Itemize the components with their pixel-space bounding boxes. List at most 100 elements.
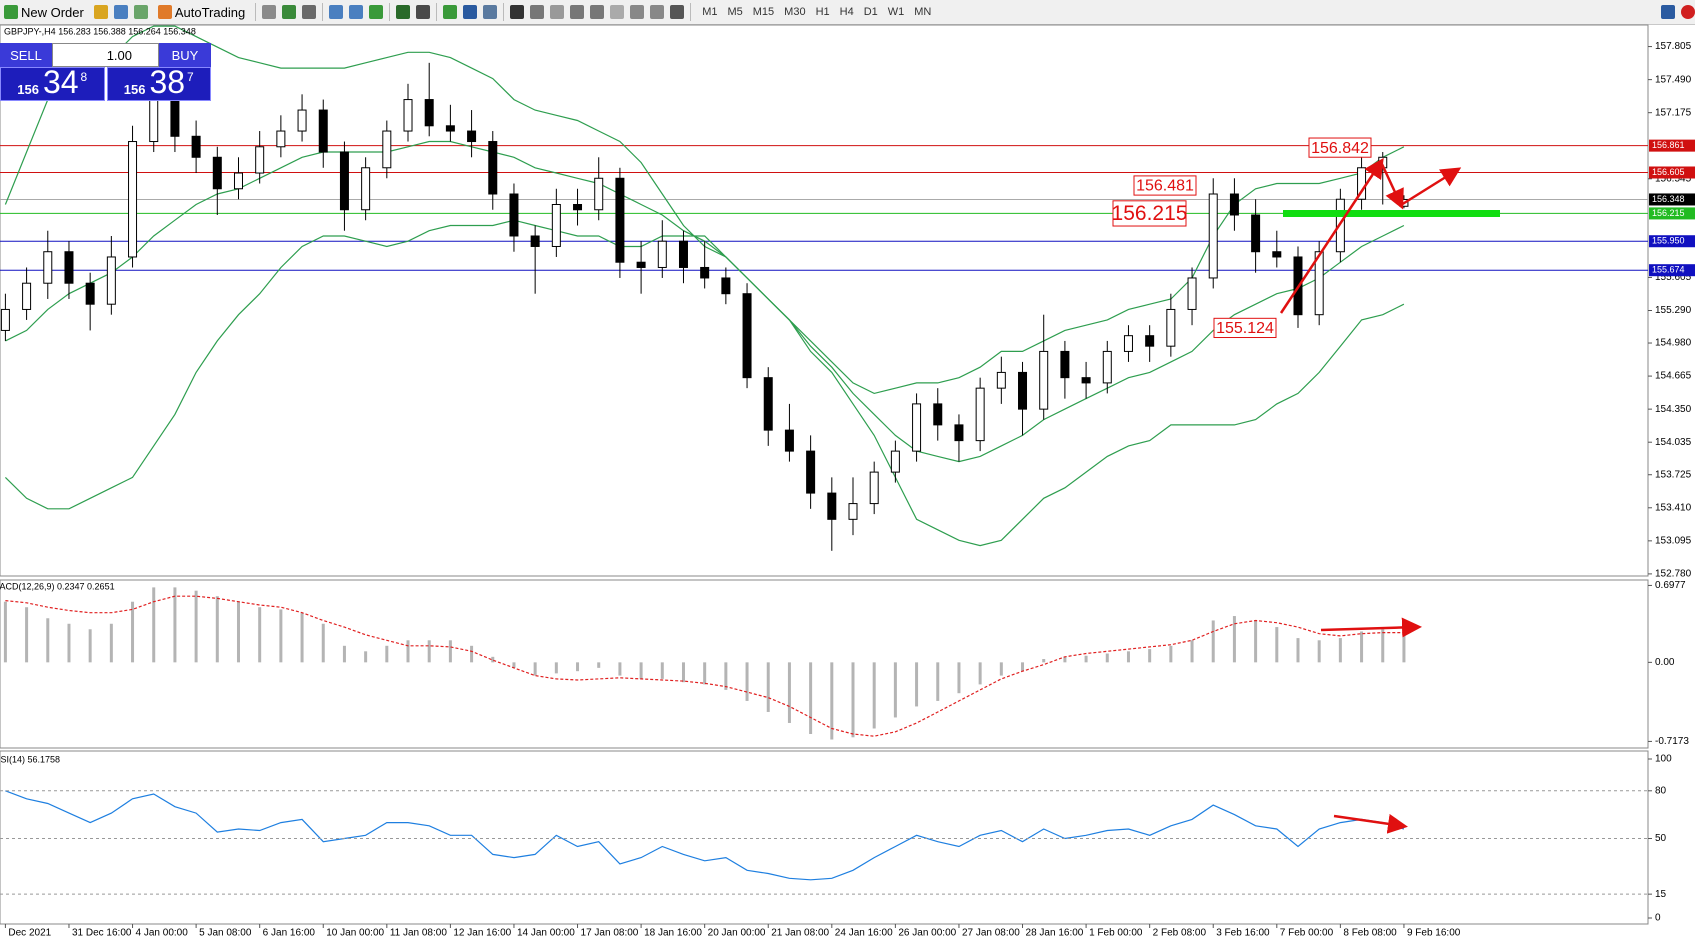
candle-body bbox=[106, 256, 116, 305]
autotrading-label: AutoTrading bbox=[174, 4, 246, 20]
candle-body bbox=[191, 135, 201, 158]
candle-body bbox=[1123, 335, 1133, 352]
y-tick-label: 157.490 bbox=[1655, 74, 1692, 85]
candle-body bbox=[954, 424, 964, 442]
macd-bar bbox=[978, 662, 982, 685]
ask-big: 156 bbox=[123, 82, 146, 97]
arrow bbox=[1320, 617, 1422, 638]
icon[interactable] bbox=[463, 5, 478, 19]
period-button[interactable]: D1 bbox=[863, 6, 878, 18]
bid-price[interactable]: 156 34 8 bbox=[0, 66, 105, 101]
icon[interactable] bbox=[610, 5, 625, 19]
y-tick-label: 155.290 bbox=[1655, 305, 1692, 316]
macd-bar bbox=[512, 662, 516, 668]
icon[interactable] bbox=[349, 5, 364, 19]
icon[interactable] bbox=[530, 5, 545, 19]
period-button[interactable]: M30 bbox=[784, 6, 806, 18]
macd-bar bbox=[893, 662, 897, 718]
candle-body bbox=[297, 109, 307, 132]
y-tick-label: 157.805 bbox=[1655, 41, 1692, 52]
candle-body bbox=[1145, 335, 1155, 347]
y-tick-label: -0.7173 bbox=[1655, 736, 1689, 747]
lot-input[interactable]: 1.00 bbox=[52, 43, 159, 67]
price-level-label: 155.674 bbox=[1652, 265, 1685, 275]
candle-body bbox=[318, 109, 328, 153]
icon[interactable] bbox=[329, 5, 344, 19]
macd-bar bbox=[109, 623, 113, 663]
search-icon[interactable] bbox=[1661, 5, 1675, 19]
macd-bar bbox=[830, 662, 834, 740]
macd-frame bbox=[0, 579, 1649, 749]
y-tick-label: 50 bbox=[1655, 833, 1667, 844]
alert-icon[interactable] bbox=[1681, 5, 1695, 19]
candle-body bbox=[530, 235, 540, 247]
icon[interactable] bbox=[113, 5, 128, 19]
icon[interactable] bbox=[550, 5, 565, 19]
macd-bar bbox=[194, 590, 198, 663]
x-tick-label: 7 Feb 00:00 bbox=[1280, 928, 1334, 939]
y-tick-label: 154.665 bbox=[1655, 371, 1692, 382]
period-button[interactable]: M15 bbox=[752, 6, 775, 18]
price-level-label: 155.950 bbox=[1652, 236, 1685, 246]
period-button[interactable]: M1 bbox=[702, 6, 718, 18]
y-tick-label: 80 bbox=[1655, 785, 1667, 796]
new-order-button[interactable]: New Order bbox=[0, 5, 88, 20]
icon[interactable] bbox=[443, 5, 458, 19]
macd-bar bbox=[173, 587, 177, 663]
x-tick-label: 26 Jan 00:00 bbox=[898, 928, 956, 939]
icon[interactable] bbox=[510, 5, 525, 19]
icon[interactable] bbox=[262, 5, 277, 19]
macd-bar bbox=[25, 607, 29, 663]
icon[interactable] bbox=[416, 5, 431, 19]
macd-bar bbox=[215, 596, 219, 663]
autotrading-button[interactable]: AutoTrading bbox=[154, 5, 249, 20]
macd-bar bbox=[236, 601, 240, 663]
price-level-label: 156.215 bbox=[1652, 208, 1685, 218]
y-tick-label: 157.175 bbox=[1655, 107, 1692, 118]
candle-body bbox=[975, 387, 985, 442]
candle-body bbox=[1251, 214, 1261, 253]
period-button[interactable]: H1 bbox=[815, 6, 830, 18]
buy-button[interactable]: BUY bbox=[159, 43, 211, 67]
icon[interactable] bbox=[133, 5, 148, 19]
macd-bar bbox=[1169, 645, 1173, 663]
period-button[interactable]: M5 bbox=[727, 6, 743, 18]
period-button[interactable]: W1 bbox=[887, 6, 905, 18]
macd-bar bbox=[67, 623, 71, 663]
ask-pips: 38 bbox=[149, 64, 186, 100]
icon[interactable] bbox=[302, 5, 317, 19]
icon[interactable] bbox=[670, 5, 685, 19]
period-button[interactable]: H4 bbox=[839, 6, 854, 18]
candle-body bbox=[806, 450, 816, 494]
ask-price[interactable]: 156 38 7 bbox=[106, 64, 211, 101]
icon[interactable] bbox=[396, 5, 411, 19]
macd-bar bbox=[448, 640, 452, 663]
x-tick-label: 18 Jan 16:00 bbox=[644, 928, 702, 939]
macd-bar bbox=[1402, 633, 1406, 663]
icon[interactable] bbox=[93, 5, 108, 19]
candle-body bbox=[22, 282, 32, 310]
separator bbox=[389, 3, 391, 21]
y-tick-label: 153.725 bbox=[1655, 469, 1692, 480]
macd-bar bbox=[1021, 662, 1025, 672]
candle-body bbox=[784, 429, 794, 452]
sell-button[interactable]: SELL bbox=[0, 43, 52, 67]
macd-bar bbox=[957, 662, 961, 694]
macd-bar bbox=[1275, 627, 1279, 663]
candle-body bbox=[128, 141, 138, 258]
icon[interactable] bbox=[630, 5, 645, 19]
macd-bar bbox=[936, 662, 940, 701]
icon[interactable] bbox=[369, 5, 384, 19]
y-tick-label: 153.410 bbox=[1655, 502, 1692, 513]
icon[interactable] bbox=[282, 5, 297, 19]
macd-bar bbox=[554, 662, 558, 674]
macd-bar bbox=[342, 645, 346, 663]
icon[interactable] bbox=[483, 5, 498, 19]
candle-body bbox=[594, 177, 604, 211]
icon[interactable] bbox=[590, 5, 605, 19]
macd-bar bbox=[681, 662, 685, 683]
icon[interactable] bbox=[650, 5, 665, 19]
macd-bar bbox=[1126, 651, 1130, 663]
icon[interactable] bbox=[570, 5, 585, 19]
period-button[interactable]: MN bbox=[914, 6, 932, 18]
